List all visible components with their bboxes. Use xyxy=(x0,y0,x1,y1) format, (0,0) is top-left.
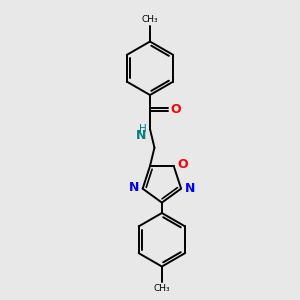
Text: O: O xyxy=(178,158,188,171)
Text: N: N xyxy=(136,129,146,142)
Text: N: N xyxy=(128,181,139,194)
Text: H: H xyxy=(139,124,146,134)
Text: CH₃: CH₃ xyxy=(154,284,170,293)
Text: O: O xyxy=(170,103,181,116)
Text: CH₃: CH₃ xyxy=(142,15,158,24)
Text: N: N xyxy=(185,182,195,195)
